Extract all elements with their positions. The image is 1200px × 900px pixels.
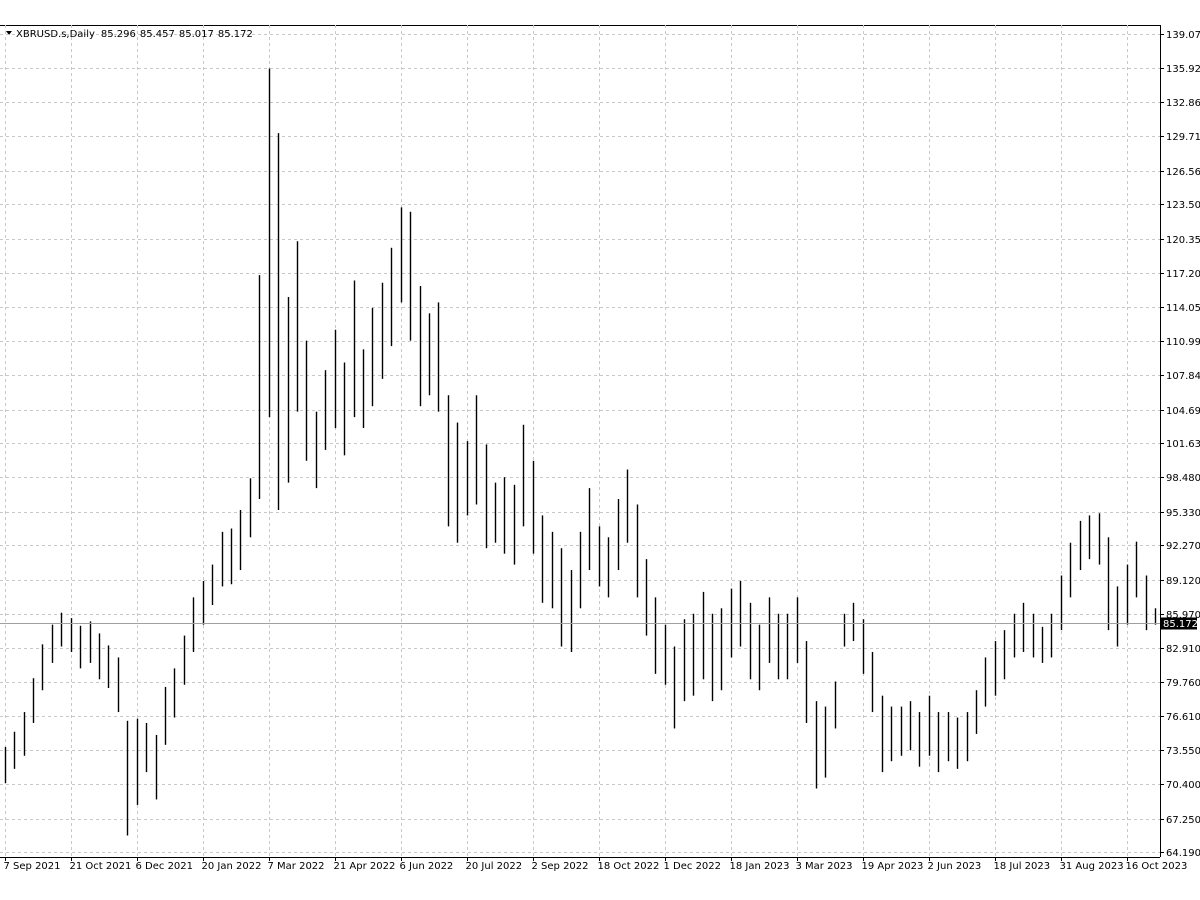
symbol: XBRUSD.s,Daily xyxy=(16,29,95,40)
y-tick-label: 123.500 xyxy=(1166,200,1200,211)
y-tick-label: 114.050 xyxy=(1166,303,1200,314)
low-value: 85.017 xyxy=(179,29,214,40)
y-tick-label: 104.690 xyxy=(1166,406,1200,417)
close-value: 85.172 xyxy=(218,29,253,40)
y-tick-label: 139.070 xyxy=(1166,30,1200,41)
y-tick-label: 85.970 xyxy=(1166,610,1200,621)
y-tick-label: 117.200 xyxy=(1166,269,1200,280)
x-tick-label: 2 Sep 2022 xyxy=(532,861,589,872)
x-tick-label: 3 Mar 2023 xyxy=(796,861,853,872)
y-tick-label: 70.400 xyxy=(1166,780,1200,791)
open-value: 85.296 xyxy=(101,29,136,40)
y-tick-label: 126.560 xyxy=(1166,167,1200,178)
x-tick-label: 20 Jan 2022 xyxy=(202,861,262,872)
x-tick-label: 6 Dec 2021 xyxy=(136,861,194,872)
x-tick-label: 7 Mar 2022 xyxy=(268,861,325,872)
y-tick-label: 132.860 xyxy=(1166,98,1200,109)
y-tick-label: 98.480 xyxy=(1166,473,1200,484)
x-tick-label: 2 Jun 2023 xyxy=(928,861,982,872)
x-tick-label: 19 Apr 2023 xyxy=(862,861,924,872)
y-tick-label: 135.920 xyxy=(1166,64,1200,75)
x-tick-label: 18 Oct 2022 xyxy=(598,861,660,872)
x-tick-label: 21 Oct 2021 xyxy=(70,861,132,872)
x-tick-label: 7 Sep 2021 xyxy=(4,861,61,872)
x-tick-label: 31 Aug 2023 xyxy=(1060,861,1124,872)
y-tick-label: 107.840 xyxy=(1166,371,1200,382)
y-tick-label: 89.120 xyxy=(1166,576,1200,587)
y-tick-label: 73.550 xyxy=(1166,746,1200,757)
y-tick-label: 64.190 xyxy=(1166,848,1200,859)
x-tick-label: 1 Dec 2022 xyxy=(664,861,722,872)
x-tick-label: 20 Jul 2022 xyxy=(466,861,523,872)
chart-header: XBRUSD.s,Daily 85.296 85.457 85.017 85.172 xyxy=(16,29,253,40)
x-tick-label: 21 Apr 2022 xyxy=(334,861,396,872)
y-tick-label: 79.760 xyxy=(1166,678,1200,689)
x-tick-label: 18 Jan 2023 xyxy=(730,861,790,872)
last-price-label: 85.172 xyxy=(1163,619,1198,630)
y-tick-label: 92.270 xyxy=(1166,541,1200,552)
last-price-box xyxy=(1161,617,1197,630)
x-tick-label: 6 Jun 2022 xyxy=(400,861,454,872)
y-tick-label: 110.990 xyxy=(1166,337,1200,348)
x-tick-label: 18 Jul 2023 xyxy=(994,861,1051,872)
y-tick-label: 76.610 xyxy=(1166,712,1200,723)
y-tick-label: 67.250 xyxy=(1166,815,1200,826)
x-tick-label: 16 Oct 2023 xyxy=(1126,861,1188,872)
y-tick-label: 120.350 xyxy=(1166,235,1200,246)
y-tick-label: 101.630 xyxy=(1166,439,1200,450)
y-tick-label: 129.710 xyxy=(1166,132,1200,143)
y-tick-label: 95.330 xyxy=(1166,508,1200,519)
menu-triangle[interactable] xyxy=(6,31,12,35)
y-tick-label: 82.910 xyxy=(1166,644,1200,655)
high-value: 85.457 xyxy=(140,29,175,40)
